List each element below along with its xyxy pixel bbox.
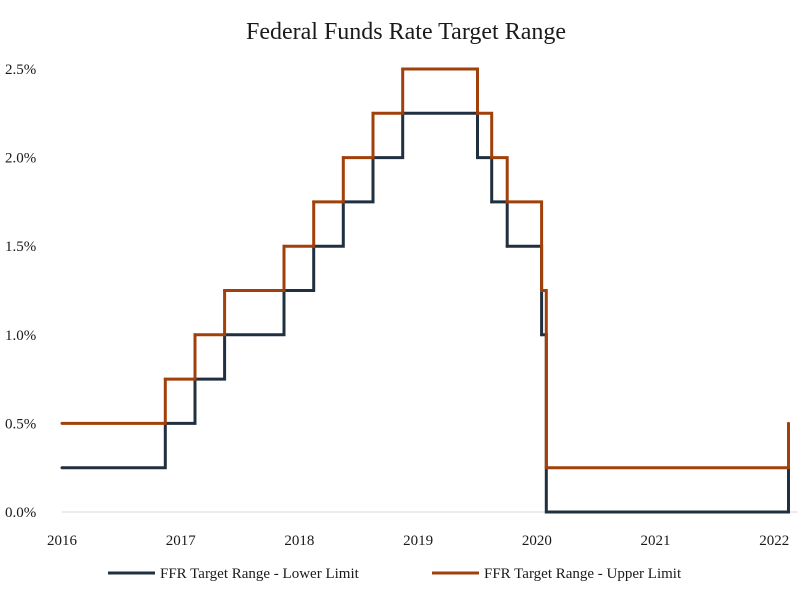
data-point [544,510,548,514]
x-tick-label: 2020 [522,533,552,549]
y-tick-label: 1.5% [5,239,36,255]
y-axis-ticks: 0.0% 0.5% 1.0% 1.5% 2.0% 2.5% [5,62,36,521]
data-point [540,333,544,337]
data-point [505,244,509,248]
data-point [787,421,791,425]
legend-label: FFR Target Range - Upper Limit [484,566,682,582]
x-tick-label: 2017 [166,533,197,549]
series-line-lower-limit [62,111,790,514]
chart-title: Federal Funds Rate Target Range [246,19,566,45]
data-point [475,156,479,160]
y-tick-label: 1.0% [5,328,36,344]
data-point [475,111,479,115]
data-point [490,156,494,160]
data-point [540,289,544,292]
legend-label: FFR Target Range - Lower Limit [160,566,360,582]
data-point [223,289,227,292]
data-point [490,200,494,204]
data-point [312,200,316,204]
data-point [401,67,405,71]
y-tick-label: 2.0% [5,151,36,167]
data-point [371,111,375,115]
x-tick-label: 2019 [403,533,433,549]
y-tick-label: 0.5% [5,416,36,432]
x-tick-label: 2016 [47,533,78,549]
series-line-upper-limit [62,67,790,470]
x-axis-ticks: 2016 2017 2018 2019 2020 2021 2022 [47,533,789,549]
series-layer [60,67,791,514]
data-point [163,377,167,381]
data-point [505,200,509,204]
x-tick-label: 2021 [641,533,671,549]
x-tick-label: 2018 [284,533,314,549]
data-point [282,244,286,248]
y-tick-label: 2.5% [5,62,36,78]
data-point [60,421,64,425]
x-tick-label: 2022 [759,533,789,549]
data-point [60,466,64,470]
y-tick-label: 0.0% [5,505,36,521]
data-point [544,466,548,470]
data-point [341,156,345,160]
legend: FFR Target Range - Lower Limit FFR Target… [108,566,682,582]
data-point [193,333,197,337]
